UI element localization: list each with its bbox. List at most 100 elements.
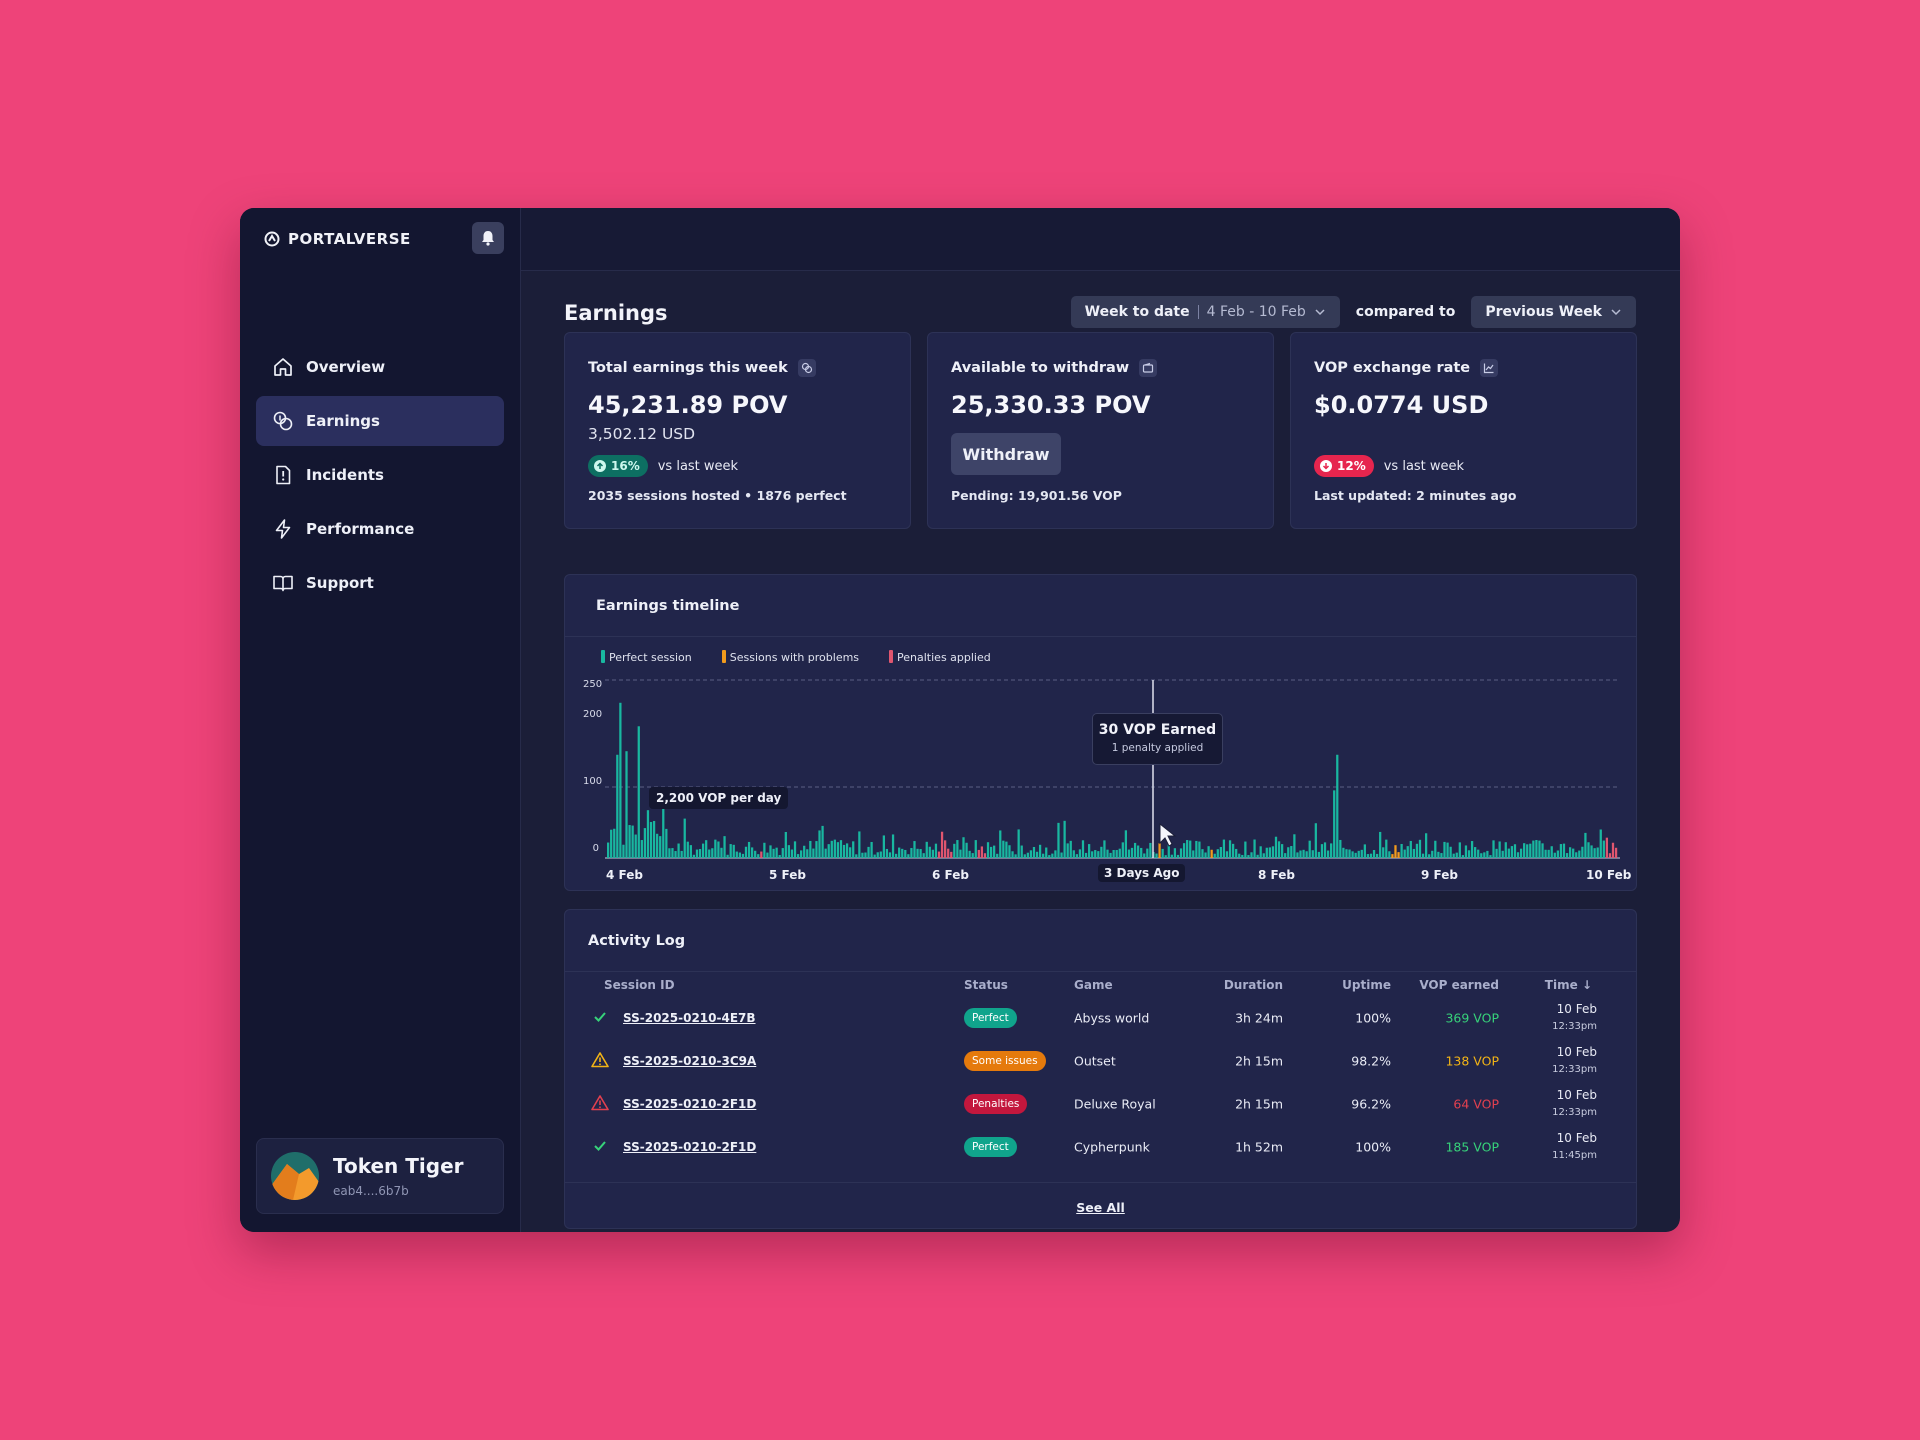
chart-bar[interactable] (1124, 830, 1128, 858)
chart-bar[interactable] (1440, 853, 1443, 858)
sidebar-item-overview[interactable]: Overview (256, 342, 504, 392)
chart-bar[interactable] (1510, 846, 1514, 858)
chart-bar[interactable] (833, 839, 836, 858)
chart-bar[interactable] (1020, 845, 1023, 858)
chart-bar[interactable] (1406, 846, 1409, 858)
chart-bar[interactable] (1103, 840, 1106, 858)
chart-bar[interactable] (616, 754, 619, 858)
chart-bar[interactable] (956, 840, 959, 858)
chart-bar[interactable] (1235, 848, 1238, 858)
chart-bar[interactable] (803, 845, 806, 858)
chart-bar[interactable] (1167, 843, 1170, 858)
chart-bar[interactable] (683, 818, 686, 858)
chart-bar[interactable] (1455, 852, 1458, 858)
chart-bar[interactable] (944, 840, 947, 858)
chart-bar[interactable] (1008, 845, 1011, 858)
chart-bar[interactable] (1097, 851, 1100, 858)
legend-problems[interactable]: Sessions with problems (721, 650, 859, 664)
chart-bar[interactable] (656, 833, 659, 858)
chart-bar[interactable] (1265, 847, 1268, 858)
chart-bar[interactable] (962, 837, 965, 858)
chart-bar[interactable] (1302, 849, 1305, 858)
chart-bar[interactable] (1155, 853, 1158, 858)
col-duration[interactable]: Duration (1223, 978, 1283, 992)
chart-bar[interactable] (744, 846, 748, 858)
chart-bar[interactable] (1241, 854, 1244, 858)
chart-bar[interactable] (1228, 840, 1232, 858)
session-id-link[interactable]: SS-2025-0210-3C9A (623, 1054, 757, 1068)
chart-bar[interactable] (1602, 840, 1605, 858)
chart-bar[interactable] (1140, 847, 1143, 858)
chart-bar[interactable] (1526, 844, 1529, 858)
chart-bar[interactable] (919, 849, 922, 858)
chart-bar[interactable] (640, 840, 643, 858)
chart-bar[interactable] (787, 845, 791, 858)
chart-bar[interactable] (1357, 850, 1360, 858)
chart-bar[interactable] (1054, 850, 1057, 858)
chart-bar[interactable] (634, 834, 637, 858)
chart-bar[interactable] (1290, 846, 1293, 858)
chart-bar[interactable] (1452, 853, 1455, 858)
chart-bar[interactable] (1094, 850, 1097, 858)
chart-bar[interactable] (1201, 849, 1204, 858)
chart-bar[interactable] (1504, 842, 1507, 858)
chart-bar[interactable] (827, 844, 830, 858)
chart-bar[interactable] (1244, 841, 1247, 858)
chart-bar[interactable] (1590, 845, 1593, 858)
chart-bar[interactable] (671, 848, 674, 858)
table-row[interactable]: SS-2025-0210-2F1D Perfect Cypherpunk 1h 52m… (565, 1126, 1636, 1168)
chart-bar[interactable] (1121, 842, 1124, 858)
chart-bar[interactable] (1608, 853, 1612, 858)
chart-bar[interactable] (815, 841, 818, 858)
chart-bar[interactable] (1372, 850, 1376, 858)
chart-bar[interactable] (937, 851, 941, 858)
chart-bar[interactable] (1391, 854, 1394, 858)
chart-bar[interactable] (1078, 849, 1082, 858)
chart-bar[interactable] (1572, 848, 1575, 858)
chart-bar[interactable] (1587, 842, 1590, 858)
chart-bar[interactable] (1394, 845, 1397, 858)
chart-bar[interactable] (968, 850, 971, 858)
chart-bar[interactable] (1195, 840, 1198, 858)
chart-bar[interactable] (1474, 847, 1477, 858)
sidebar-item-earnings[interactable]: Earnings (256, 396, 504, 446)
chart-bar[interactable] (1333, 790, 1336, 858)
chart-bar[interactable] (867, 846, 870, 858)
chart-bar[interactable] (1320, 844, 1324, 858)
chart-bar[interactable] (1547, 849, 1550, 858)
chart-bar[interactable] (983, 853, 987, 858)
chart-bar[interactable] (735, 851, 738, 858)
chart-bar[interactable] (695, 849, 699, 858)
chart-bar[interactable] (610, 829, 613, 858)
chart-bar[interactable] (1568, 847, 1572, 858)
table-row[interactable]: SS-2025-0210-4E7B Perfect Abyss world 3h 24… (565, 997, 1636, 1039)
chart-bar[interactable] (885, 848, 889, 858)
chart-bar[interactable] (1225, 851, 1229, 858)
chart-bar[interactable] (888, 852, 892, 858)
chart-bar[interactable] (1130, 847, 1134, 858)
chart-bar[interactable] (809, 840, 812, 858)
chart-bar[interactable] (1345, 849, 1348, 858)
chart-bar[interactable] (1584, 832, 1587, 858)
chart-bar[interactable] (705, 840, 708, 858)
chart-bar[interactable] (1075, 854, 1078, 858)
chart-bar[interactable] (1002, 840, 1005, 858)
chart-bar[interactable] (1559, 844, 1563, 858)
chart-bar[interactable] (1421, 853, 1425, 858)
chart-bar[interactable] (849, 847, 852, 858)
chart-bar[interactable] (769, 845, 772, 858)
chart-bar[interactable] (643, 828, 647, 858)
chart-bar[interactable] (662, 803, 665, 858)
chart-bar[interactable] (1081, 840, 1085, 858)
chart-bar[interactable] (1186, 840, 1189, 858)
chart-bar[interactable] (852, 841, 855, 858)
chart-bar[interactable] (1277, 841, 1281, 858)
chart-bar[interactable] (931, 849, 935, 858)
chart-bar[interactable] (999, 830, 1002, 858)
chart-bar[interactable] (1143, 853, 1146, 858)
chart-bar[interactable] (1216, 849, 1219, 858)
chart-bar[interactable] (1403, 849, 1406, 858)
chart-bar[interactable] (910, 848, 913, 858)
chart-bar[interactable] (1412, 848, 1415, 858)
chart-bar[interactable] (741, 853, 745, 858)
